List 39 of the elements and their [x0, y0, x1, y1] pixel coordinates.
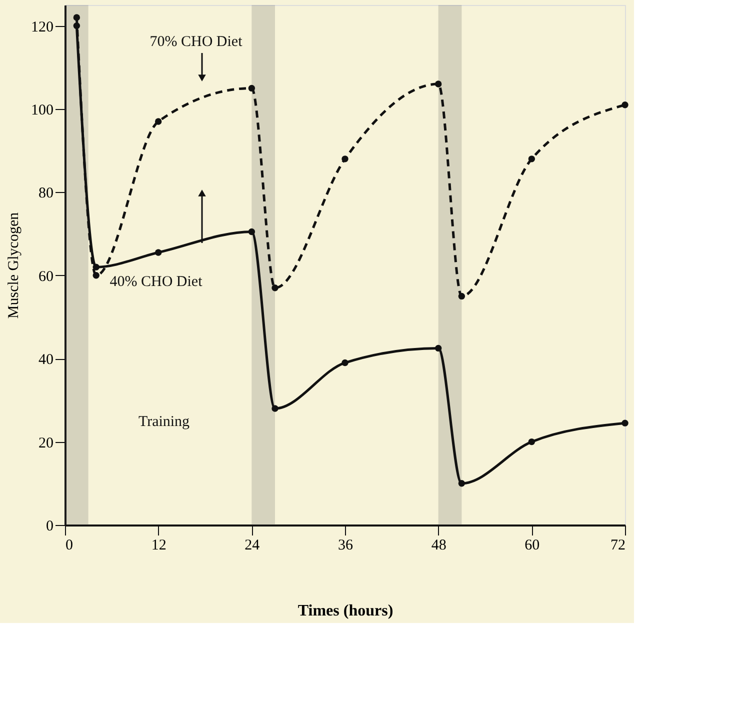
point	[248, 228, 256, 236]
point	[458, 480, 466, 487]
x-tick-label: 24	[244, 538, 260, 554]
y-tick-label: 120	[31, 19, 54, 36]
y-tick-label: 0	[46, 518, 54, 534]
x-tick-label: 0	[66, 538, 73, 554]
y-tick-label: 60	[38, 268, 54, 285]
y-tick-label: 80	[38, 186, 54, 202]
point	[154, 249, 162, 256]
point	[528, 156, 536, 162]
x-tick-label: 60	[524, 538, 540, 554]
annotation: Training	[138, 414, 190, 430]
x-tick-label: 36	[338, 538, 354, 554]
x-axis-title: Times (hours)	[298, 602, 394, 620]
y-tick-label: 20	[38, 435, 54, 452]
point	[73, 22, 80, 30]
point	[73, 14, 80, 21]
x-tick-label: 48	[431, 538, 446, 554]
text: 70% CHO Diet	[150, 34, 244, 50]
point	[622, 420, 628, 426]
point	[272, 405, 278, 412]
point	[342, 359, 348, 366]
point	[434, 80, 442, 88]
point	[154, 118, 162, 125]
x-tick-label: 72	[610, 538, 626, 554]
point	[248, 84, 256, 92]
point	[342, 156, 348, 162]
point	[622, 101, 628, 108]
y-tick-label: 100	[31, 102, 54, 118]
point	[92, 272, 100, 279]
y-axis-title: Muscle Glycogen	[6, 212, 22, 319]
point	[272, 284, 278, 292]
point	[528, 438, 536, 446]
point	[92, 264, 100, 270]
point	[458, 292, 466, 300]
series-label: 40% CHO Diet	[110, 274, 204, 290]
y-tick-label: 40	[38, 352, 54, 368]
x-tick-label: 12	[151, 538, 166, 554]
point	[434, 344, 442, 352]
